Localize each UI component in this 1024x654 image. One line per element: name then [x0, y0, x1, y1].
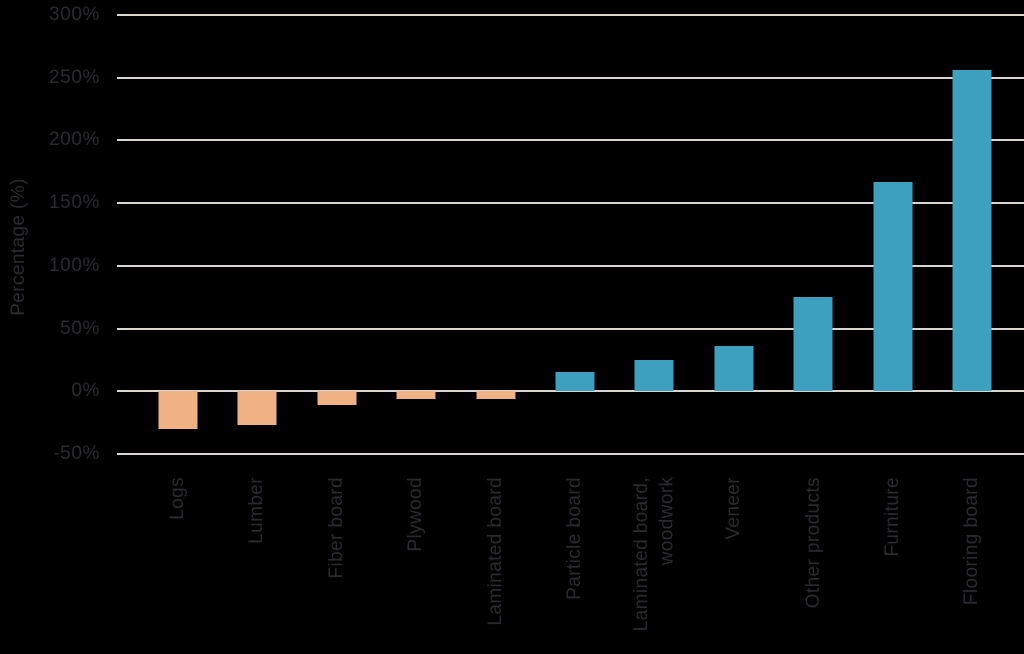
y-tick-label: 50% [60, 317, 100, 339]
bar-slot [217, 15, 296, 454]
y-tick-label: 100% [49, 254, 100, 276]
gridline [117, 139, 1024, 142]
bar-positive [714, 346, 754, 392]
x-axis-label: Lumber [246, 477, 268, 544]
bar-slot [774, 15, 853, 454]
gridline [117, 202, 1024, 205]
gridline [117, 453, 1024, 455]
bar-slot [376, 15, 455, 454]
gridline [117, 76, 1024, 79]
bar-positive [793, 297, 833, 392]
bar-negative [317, 391, 357, 406]
x-axis-labels: Logs Lumber Fiber board Plywood Laminated bo… [117, 454, 1024, 654]
bar-slot [694, 15, 773, 454]
x-label-slot: Laminated board [456, 454, 535, 654]
bar-slot [933, 15, 1012, 454]
bar-negative [396, 391, 436, 399]
x-axis-label: Flooring board [961, 477, 983, 606]
bar-slot [138, 15, 217, 454]
y-tick-label: -50% [53, 443, 100, 464]
x-label-slot: Lumber [217, 454, 296, 654]
bar-slot [853, 15, 932, 454]
bar-positive [873, 181, 913, 392]
x-axis-label: Particle board [564, 477, 586, 600]
bar-positive [634, 359, 674, 392]
gridline [117, 327, 1024, 330]
gridline [117, 264, 1024, 267]
y-tick-label: 150% [49, 192, 100, 214]
y-tick-label: 300% [49, 4, 100, 25]
y-tick-label: 250% [49, 66, 100, 88]
y-axis-tick-labels: 300% 250% 200% 150% 100% 50% 0% -50% [0, 4, 100, 464]
x-label-slot: Furniture [853, 454, 932, 654]
bar-negative [476, 391, 516, 399]
plot-area [117, 14, 1024, 455]
gridline [117, 14, 1024, 16]
x-axis-label: Plywood [405, 477, 427, 552]
bar-positive [555, 372, 595, 392]
x-label-slot: Other products [774, 454, 853, 654]
bar-negative [158, 391, 198, 429]
bar-positive [952, 70, 992, 392]
x-label-slot: Veneer [694, 454, 773, 654]
y-tick-label: 0% [71, 380, 100, 402]
y-tick-label: 200% [49, 129, 100, 151]
bar-slot [297, 15, 376, 454]
x-axis-label: Fiber board [325, 477, 347, 579]
bar-slot [456, 15, 535, 454]
x-label-slot: Logs [138, 454, 217, 654]
bars [117, 15, 1024, 454]
x-label-slot: Flooring board [933, 454, 1012, 654]
bar-slot [535, 15, 614, 454]
x-label-slot: Fiber board [297, 454, 376, 654]
x-label-slot: Particle board [535, 454, 614, 654]
x-axis-label: Furniture [881, 477, 903, 557]
x-label-slot: Laminated board, woodwork [615, 454, 694, 654]
bar-slot [615, 15, 694, 454]
x-axis-label: Other products [802, 477, 824, 609]
x-axis-label: Laminated board [484, 477, 506, 626]
x-axis-label: Laminated board, woodwork [630, 477, 678, 632]
x-axis-label: Veneer [723, 477, 745, 540]
bar-negative [237, 391, 277, 426]
x-label-slot: Plywood [376, 454, 455, 654]
x-axis-label: Logs [166, 477, 188, 520]
